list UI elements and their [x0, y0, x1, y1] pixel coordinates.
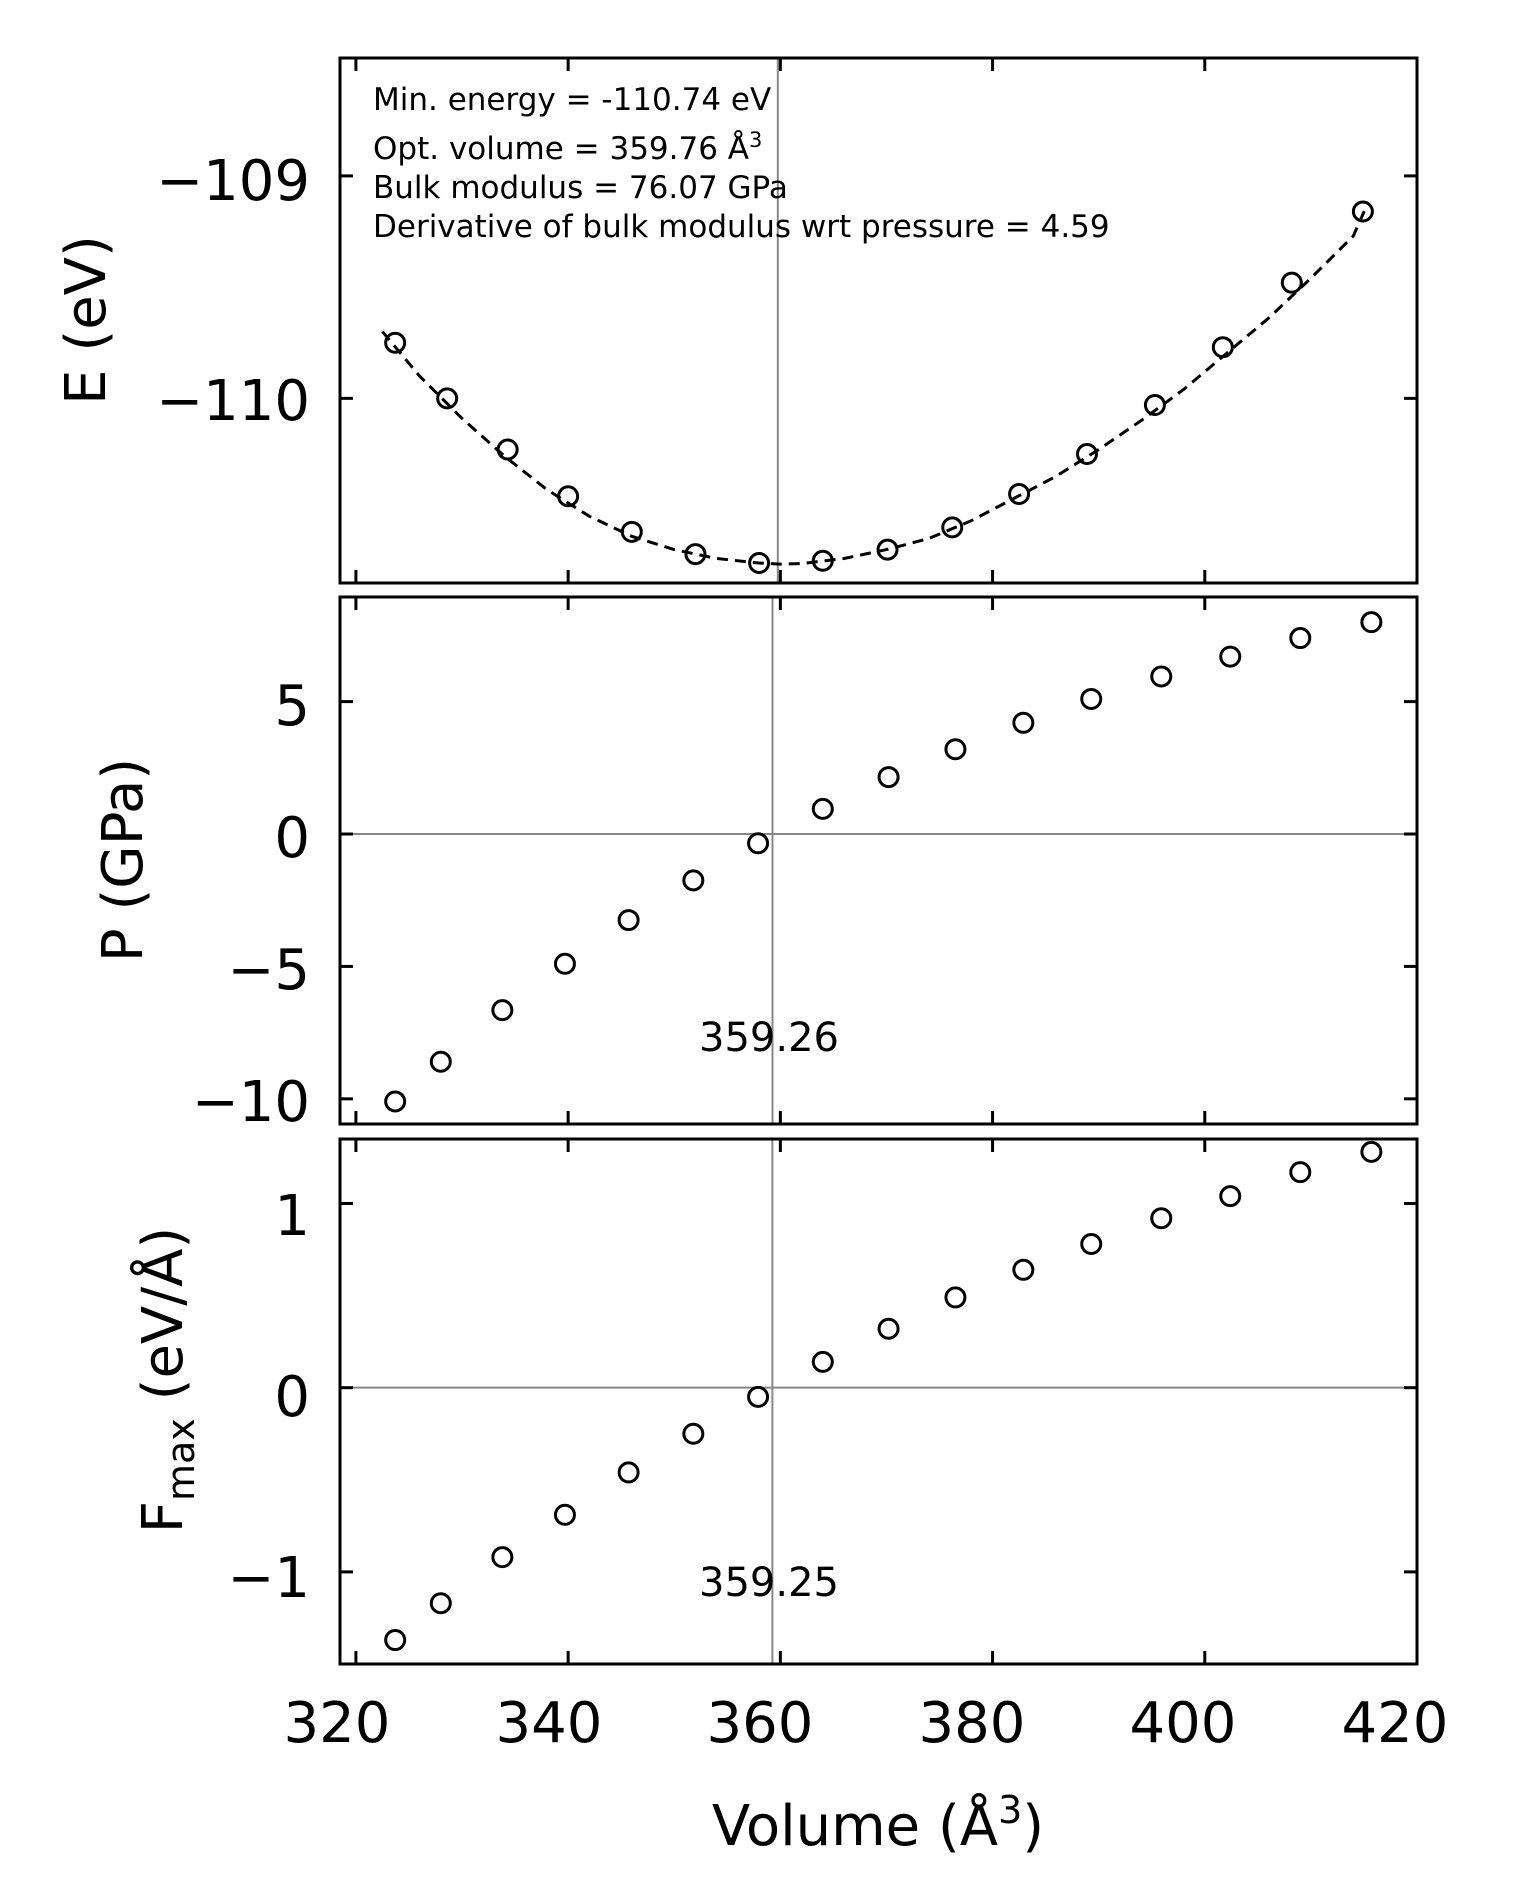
- energy-data-point: [436, 387, 459, 410]
- xtick-label-320: 320: [284, 1691, 391, 1756]
- force-ytick-label-neg1: −1: [227, 1546, 310, 1611]
- energy-ytick-label-110: −110: [156, 369, 310, 434]
- force-data-layer: [340, 1139, 1417, 1664]
- info-opt-volume-text: Opt. volume = 359.76 Å: [373, 131, 749, 167]
- force-data-point: [747, 1385, 770, 1408]
- pressure-plot-frame: [338, 595, 1419, 1126]
- force-data-point: [491, 1546, 514, 1569]
- force-data-point: [429, 1592, 452, 1615]
- x-axis-label-main: Volume (Å: [712, 1793, 998, 1859]
- energy-data-point: [1351, 200, 1374, 223]
- pressure-ytick-label-5: 5: [274, 674, 310, 739]
- energy-data-point: [811, 549, 834, 572]
- pressure-data-point: [429, 1050, 452, 1073]
- energy-ylabel: E (eV): [54, 235, 119, 405]
- force-ylabel: Fmax (eV/Å): [130, 1227, 203, 1533]
- pressure-data-point: [1150, 665, 1173, 688]
- energy-data-point: [496, 438, 519, 461]
- xtick-label-420: 420: [1342, 1691, 1449, 1756]
- energy-info-box: Min. energy = -110.74 eV Opt. volume = 3…: [373, 82, 1110, 245]
- force-ylabel-units: (eV/Å): [130, 1227, 196, 1418]
- info-bulk-derivative: Derivative of bulk modulus wrt pressure …: [373, 209, 1110, 245]
- force-data-point: [1289, 1161, 1312, 1184]
- info-opt-volume: Opt. volume = 359.76 Å3: [373, 128, 762, 167]
- force-data-point: [1360, 1140, 1383, 1163]
- pressure-ytick-label-neg10: −10: [192, 1070, 310, 1135]
- pressure-data-point: [1360, 611, 1383, 634]
- xtick-label-400: 400: [1130, 1691, 1237, 1756]
- pressure-ylabel: P (GPa): [91, 758, 156, 962]
- energy-tick-layer: [340, 58, 1419, 583]
- force-data-point: [1219, 1185, 1242, 1208]
- x-axis-label-end: ): [1022, 1794, 1044, 1859]
- force-data-point: [811, 1350, 834, 1373]
- x-axis-label: Volume (Å3): [712, 1788, 1044, 1859]
- force-data-point: [1012, 1258, 1035, 1281]
- force-data-point: [1080, 1233, 1103, 1255]
- force-ylabel-main: F: [131, 1501, 196, 1533]
- pressure-data-point: [944, 738, 967, 761]
- pressure-data-point: [747, 832, 770, 855]
- pressure-zero-crossing-annotation: 359.26: [699, 1015, 839, 1061]
- force-ytick-label-0: 0: [274, 1365, 310, 1430]
- energy-data-layer: [381, 58, 1374, 583]
- energy-data-point: [1008, 483, 1031, 506]
- force-zero-crossing-annotation: 359.25: [699, 1560, 839, 1606]
- pressure-data-layer: [340, 597, 1417, 1124]
- pressure-data-point: [491, 999, 514, 1022]
- xtick-label-340: 340: [496, 1691, 603, 1756]
- pressure-data-point: [811, 797, 834, 820]
- energy-data-point: [620, 520, 643, 543]
- pressure-data-point: [1080, 687, 1103, 710]
- x-axis-label-superscript: 3: [998, 1788, 1022, 1832]
- pressure-ytick-label-neg5: −5: [227, 938, 310, 1003]
- energy-data-point: [684, 543, 707, 566]
- energy-data-point: [1076, 442, 1099, 465]
- pressure-data-point: [682, 869, 705, 892]
- energy-data-point: [384, 331, 407, 354]
- force-data-point: [682, 1422, 705, 1445]
- energy-fit-curve: [381, 204, 1369, 566]
- pressure-data-point: [1219, 645, 1242, 668]
- pressure-ytick-label-0: 0: [274, 806, 310, 871]
- force-data-point: [617, 1461, 640, 1484]
- x-tick-labels: 320 340 360 380 400 420: [284, 1691, 1449, 1756]
- force-panel: −1 0 1 Fmax (eV/Å) 359.25 320 340 360 38…: [130, 1137, 1449, 1859]
- energy-data-point: [557, 485, 580, 508]
- pressure-data-point: [1289, 627, 1312, 650]
- force-data-point: [553, 1503, 576, 1526]
- force-data-point: [1150, 1207, 1173, 1230]
- pressure-tick-layer: [340, 597, 1419, 1124]
- force-data-point: [384, 1629, 407, 1652]
- info-bulk-modulus: Bulk modulus = 76.07 GPa: [373, 170, 788, 206]
- xtick-label-360: 360: [707, 1691, 814, 1756]
- pressure-panel: −10 −5 0 5 P (GPa) 359.26: [91, 595, 1419, 1135]
- energy-data-point: [941, 516, 964, 539]
- pressure-data-point: [384, 1090, 407, 1113]
- force-ylabel-subscript: max: [159, 1418, 203, 1501]
- info-min-energy: Min. energy = -110.74 eV: [373, 82, 771, 118]
- energy-data-point: [1143, 394, 1166, 417]
- info-opt-volume-superscript: 3: [749, 128, 762, 152]
- pressure-data-point: [1012, 711, 1035, 734]
- pressure-data-point: [617, 909, 640, 932]
- xtick-label-380: 380: [919, 1691, 1026, 1756]
- energy-plot-frame: [338, 56, 1419, 585]
- energy-data-point: [1280, 271, 1303, 294]
- force-data-point: [877, 1317, 900, 1340]
- energy-ytick-label-109: −109: [156, 149, 310, 214]
- pressure-data-point: [877, 766, 900, 789]
- force-tick-layer: [340, 1139, 1419, 1664]
- force-data-point: [944, 1286, 967, 1309]
- force-plot-frame: [338, 1137, 1419, 1666]
- energy-data-point: [1211, 336, 1234, 359]
- pressure-data-point: [553, 952, 576, 975]
- force-ytick-label-1: 1: [274, 1184, 310, 1249]
- energy-data-point: [876, 538, 899, 561]
- energy-panel: −110 −109 E (eV) Min. energy = -110.74 e…: [54, 56, 1419, 585]
- energy-data-point: [748, 551, 771, 574]
